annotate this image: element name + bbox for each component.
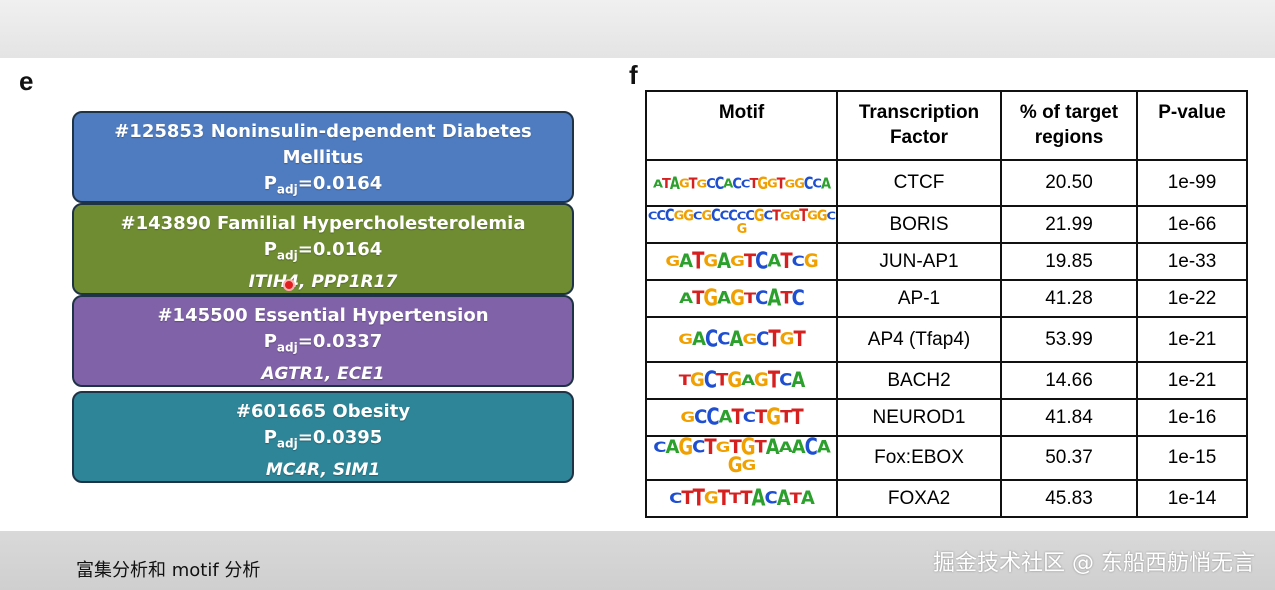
p-value-cell: 1e-21 [1136,316,1248,363]
percent-target-cell: 41.84 [1000,398,1138,437]
transcription-factor-cell: BORIS [836,205,1002,244]
transcription-factor-cell: AP-1 [836,279,1002,318]
table-row: GACCAGCTGT AP4 (Tfap4) 53.99 1e-21 [645,316,1248,363]
motif-logo: CCCGGCGCCCCCGCTGGTGGCG [647,206,836,238]
motif-logo: GACCAGCTGT [678,325,805,353]
disease-title: #143890 Familial Hypercholesterolemia [120,213,526,234]
motif-logo: ATAGTGCCACCTGGTGGCCA [652,174,831,195]
percent-target-cell: 21.99 [1000,205,1138,244]
p-value-cell: 1e-22 [1136,279,1248,318]
p-value-cell: 1e-66 [1136,205,1248,244]
motif-logo: GCCATCTGTT [680,403,803,431]
p-value-cell: 1e-99 [1136,159,1248,207]
transcription-factor-cell: JUN-AP1 [836,242,1002,281]
motif-logo: CAGCTGTGTAAACAGG [653,433,831,478]
cursor-marker [283,279,295,291]
table-row: TGCTGAGTCA BACH2 14.66 1e-21 [645,361,1248,400]
percent-target-cell: 41.28 [1000,279,1138,318]
header-motif: Motif [645,90,838,161]
percent-target-cell: 50.37 [1000,435,1138,481]
p-value-cell: 1e-33 [1136,242,1248,281]
disease-box: #145500 Essential Hypertension Padj=0.033… [72,295,574,387]
motif-logo-cell: GATGAGTCATCG [645,242,838,281]
subtitle-bar [0,531,1275,590]
motif-logo-cell: GACCAGCTGT [645,316,838,363]
disease-box: #601665 Obesity Padj=0.0395 MC4R, SIM1 [72,391,574,483]
transcription-factor-cell: CTCF [836,159,1002,207]
motif-table: Motif Transcription Factor % of target r… [645,90,1248,518]
percent-target-cell: 45.83 [1000,479,1138,518]
motif-logo: TGCTGAGTCA [678,366,805,394]
motif-logo-cell: TGCTGAGTCA [645,361,838,400]
transcription-factor-cell: Fox:EBOX [836,435,1002,481]
gene-list: ITIH4, PPP1R17 [248,271,398,292]
table-row: CAGCTGTGTAAACAGG Fox:EBOX 50.37 1e-15 [645,433,1248,481]
disease-title: #145500 Essential Hypertension [157,305,489,326]
watermark: 掘金技术社区 @ 东船西舫悄无言 [933,551,1255,576]
motif-logo-cell: ATAGTGCCACCTGGTGGCCA [645,159,838,207]
disease-title: #125853 Noninsulin-dependent Diabetes Me… [114,121,532,168]
table-row: GCCATCTGTT NEUROD1 41.84 1e-16 [645,398,1248,437]
disease-box: #143890 Familial Hypercholesterolemia Pad… [72,203,574,295]
gene-list: MC4R, SIM1 [265,459,381,480]
transcription-factor-cell: FOXA2 [836,479,1002,518]
disease-box: #125853 Noninsulin-dependent Diabetes Me… [72,111,574,226]
motif-logo-cell: ATGAGTCATC [645,279,838,318]
transcription-factor-cell: AP4 (Tfap4) [836,316,1002,363]
panel-e-label: e [19,66,34,96]
p-adj-value: Padj=0.0337 [263,331,383,355]
p-adj-value: Padj=0.0395 [263,427,383,451]
percent-target-cell: 20.50 [1000,159,1138,207]
table-row: CTTGTTTACATA FOXA2 45.83 1e-14 [645,479,1248,518]
header-p-value: P-value [1136,90,1248,161]
percent-target-cell: 19.85 [1000,242,1138,281]
table-row: ATAGTGCCACCTGGTGGCCA CTCF 20.50 1e-99 [645,159,1248,207]
p-value-cell: 1e-21 [1136,361,1248,400]
percent-target-cell: 14.66 [1000,361,1138,400]
motif-logo-cell: CTTGTTTACATA [645,479,838,518]
p-adj-value: Padj=0.0164 [263,239,383,263]
table-header-row: Motif Transcription Factor % of target r… [645,90,1248,161]
motif-logo: GATGAGTCATCG [665,247,818,275]
transcription-factor-cell: BACH2 [836,361,1002,400]
motif-logo-cell: CCCGGCGCCCCCGCTGGTGGCG [645,205,838,244]
transcription-factor-cell: NEUROD1 [836,398,1002,437]
percent-target-cell: 53.99 [1000,316,1138,363]
motif-logo-cell: GCCATCTGTT [645,398,838,437]
disease-title: #601665 Obesity [235,401,411,422]
p-value-cell: 1e-15 [1136,435,1248,481]
video-caption: 富集分析和 motif 分析 [76,560,261,581]
header-transcription-factor: Transcription Factor [836,90,1002,161]
p-value-cell: 1e-16 [1136,398,1248,437]
table-row: CCCGGCGCCCCCGCTGGTGGCG BORIS 21.99 1e-66 [645,205,1248,244]
motif-logo: CTTGTTTACATA [669,484,815,512]
video-top-strip [0,0,1275,58]
gene-list: AGTR1, ECE1 [261,363,385,384]
p-value-cell: 1e-14 [1136,479,1248,518]
motif-logo-cell: CAGCTGTGTAAACAGG [645,433,838,481]
panel-f-label: f [629,60,638,90]
motif-logo: ATGAGTCATC [679,284,805,312]
header-percent-target: % of target regions [1000,90,1138,161]
p-adj-value: Padj=0.0164 [263,173,383,197]
table-row: GATGAGTCATCG JUN-AP1 19.85 1e-33 [645,242,1248,281]
table-row: ATGAGTCATC AP-1 41.28 1e-22 [645,279,1248,318]
